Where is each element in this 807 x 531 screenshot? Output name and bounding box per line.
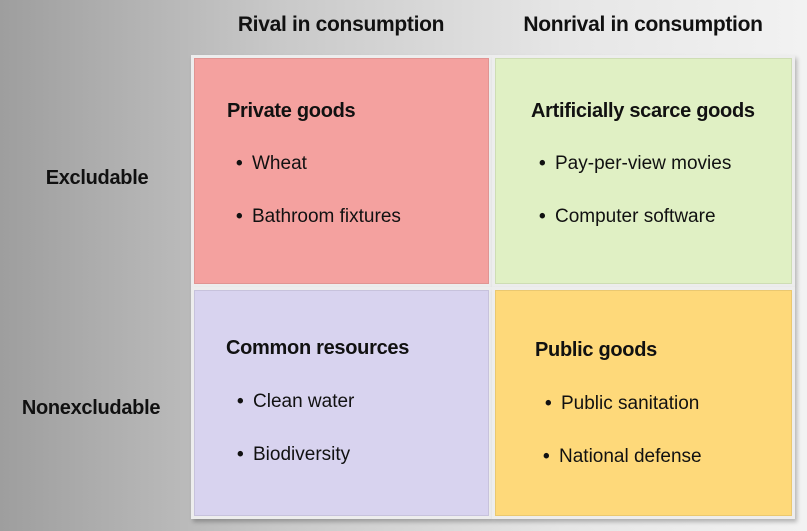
- list-item-label: Pay-per-view movies: [555, 153, 732, 174]
- list-item: • Biodiversity: [237, 444, 350, 466]
- row-header-excludable: Excludable: [45, 166, 149, 189]
- bullet-icon: •: [539, 206, 546, 227]
- column-header-rival: Rival in consumption: [237, 13, 445, 36]
- column-header-nonrival: Nonrival in consumption: [523, 13, 763, 36]
- list-item: • Wheat: [236, 153, 307, 175]
- list-item: • Public sanitation: [545, 393, 699, 415]
- bullet-icon: •: [545, 393, 552, 414]
- list-item-label: Biodiversity: [253, 444, 351, 465]
- cell-private-goods: Private goods • Wheat • Bathroom fixtures: [191, 55, 492, 287]
- list-item: • Pay-per-view movies: [539, 153, 731, 175]
- cell-title: Private goods: [227, 100, 356, 122]
- bullet-icon: •: [236, 206, 243, 227]
- row-header-nonexcludable: Nonexcludable: [21, 396, 161, 419]
- cell-public-goods: Public goods • Public sanitation • Nationa…: [492, 287, 795, 519]
- bullet-icon: •: [237, 444, 244, 465]
- cell-common-resources: Common resources • Clean water • Biodivers…: [191, 287, 492, 519]
- list-item-label: Wheat: [252, 153, 307, 174]
- cell-title: Common resources: [226, 337, 410, 359]
- cell-title: Artificially scarce goods: [531, 100, 755, 122]
- list-item: • National defense: [543, 446, 702, 468]
- list-item: • Bathroom fixtures: [236, 206, 401, 228]
- bullet-icon: •: [236, 153, 243, 174]
- list-item-label: Public sanitation: [561, 393, 700, 414]
- list-item: • Computer software: [539, 206, 716, 228]
- list-item-label: National defense: [559, 446, 702, 467]
- cell-artificially-scarce-goods: Artificially scarce goods • Pay-per-view …: [492, 55, 795, 287]
- bullet-icon: •: [539, 153, 546, 174]
- list-item-label: Clean water: [253, 391, 355, 412]
- bullet-icon: •: [543, 446, 550, 467]
- cell-title: Public goods: [535, 339, 657, 361]
- list-item-label: Bathroom fixtures: [252, 206, 401, 227]
- list-item: • Clean water: [237, 391, 354, 413]
- bullet-icon: •: [237, 391, 244, 412]
- list-item-label: Computer software: [555, 206, 716, 227]
